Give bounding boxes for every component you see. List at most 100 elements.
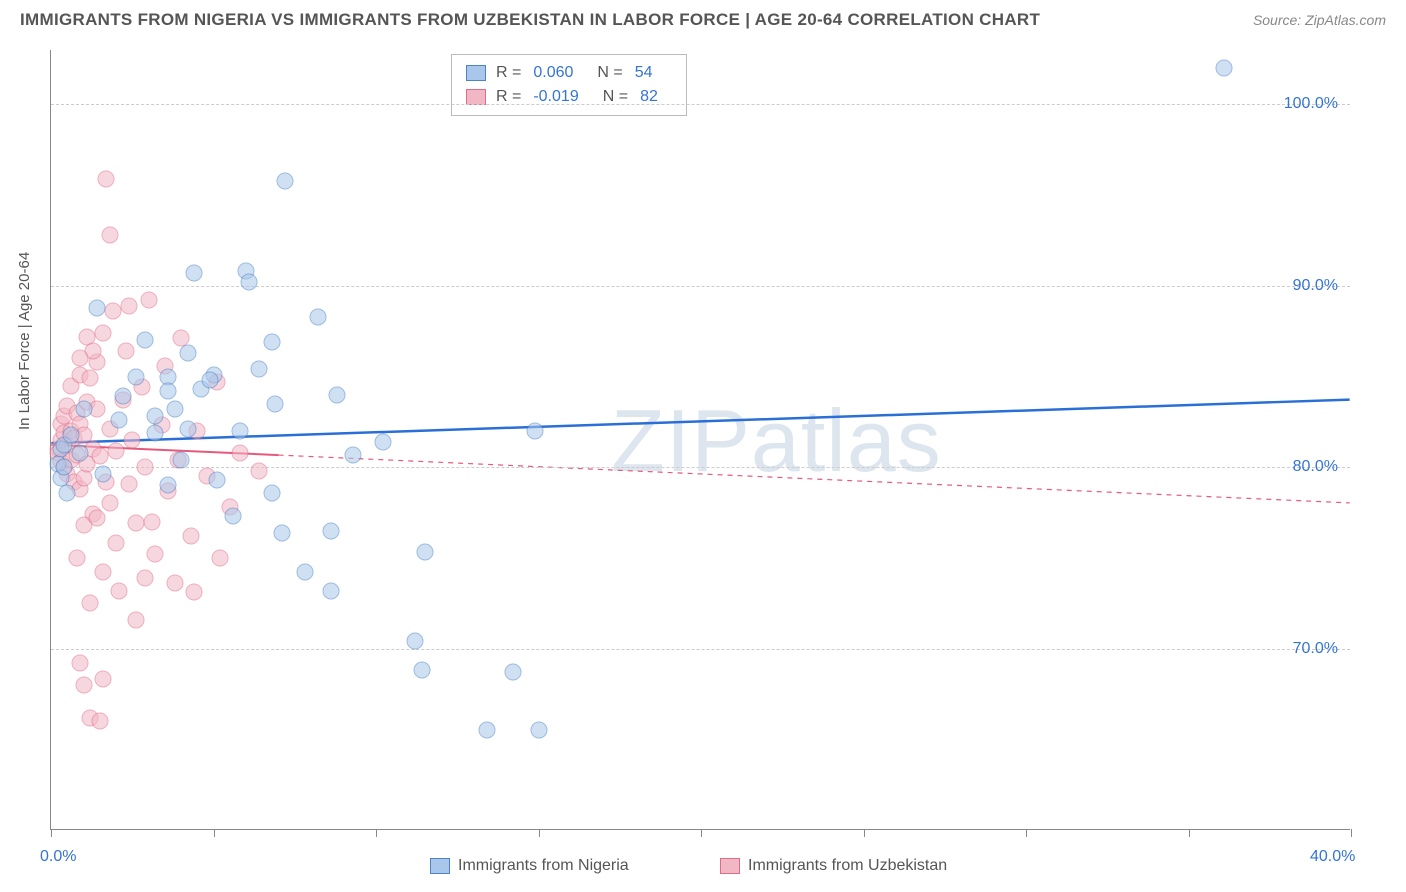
data-point bbox=[95, 466, 112, 483]
legend-item-uzbekistan: Immigrants from Uzbekistan bbox=[720, 857, 947, 875]
data-point bbox=[530, 722, 547, 739]
data-point bbox=[273, 524, 290, 541]
data-point bbox=[127, 515, 144, 532]
data-point bbox=[75, 470, 92, 487]
data-point bbox=[264, 484, 281, 501]
data-point bbox=[166, 401, 183, 418]
data-point bbox=[111, 582, 128, 599]
stats-legend: R =0.060N =54R =-0.019N =82 bbox=[451, 54, 687, 116]
data-point bbox=[72, 444, 89, 461]
data-point bbox=[101, 227, 118, 244]
data-point bbox=[56, 459, 73, 476]
data-point bbox=[186, 584, 203, 601]
data-point bbox=[72, 350, 89, 367]
x-tick-mark bbox=[1189, 829, 1190, 837]
stats-legend-row: R =0.060N =54 bbox=[466, 61, 672, 85]
data-point bbox=[504, 664, 521, 681]
data-point bbox=[82, 595, 99, 612]
chart-title: IMMIGRANTS FROM NIGERIA VS IMMIGRANTS FR… bbox=[20, 10, 1040, 30]
data-point bbox=[212, 549, 229, 566]
data-point bbox=[182, 528, 199, 545]
data-point bbox=[186, 265, 203, 282]
data-point bbox=[108, 442, 125, 459]
x-tick-mark bbox=[51, 829, 52, 837]
x-tick-mark bbox=[864, 829, 865, 837]
data-point bbox=[1216, 60, 1233, 77]
data-point bbox=[108, 535, 125, 552]
gridline bbox=[51, 649, 1350, 650]
data-point bbox=[121, 297, 138, 314]
x-tick-mark bbox=[1026, 829, 1027, 837]
x-axis-min-label: 0.0% bbox=[40, 848, 76, 866]
data-point bbox=[147, 408, 164, 425]
legend-swatch bbox=[430, 858, 450, 874]
data-point bbox=[264, 334, 281, 351]
data-point bbox=[75, 401, 92, 418]
data-point bbox=[91, 713, 108, 730]
legend-swatch bbox=[466, 89, 486, 105]
data-point bbox=[95, 564, 112, 581]
data-point bbox=[72, 655, 89, 672]
data-point bbox=[329, 386, 346, 403]
data-point bbox=[231, 444, 248, 461]
data-point bbox=[88, 510, 105, 527]
data-point bbox=[127, 368, 144, 385]
legend-swatch bbox=[466, 65, 486, 81]
data-point bbox=[202, 372, 219, 389]
data-point bbox=[251, 361, 268, 378]
y-axis-label: In Labor Force | Age 20-64 bbox=[16, 252, 33, 430]
data-point bbox=[147, 424, 164, 441]
data-point bbox=[111, 412, 128, 429]
data-point bbox=[137, 569, 154, 586]
data-point bbox=[95, 324, 112, 341]
x-tick-mark bbox=[214, 829, 215, 837]
data-point bbox=[127, 611, 144, 628]
data-point bbox=[166, 575, 183, 592]
plot-area: ZIPatlas R =0.060N =54R =-0.019N =82 70.… bbox=[50, 50, 1350, 830]
data-point bbox=[147, 546, 164, 563]
data-point bbox=[117, 343, 134, 360]
data-point bbox=[407, 633, 424, 650]
data-point bbox=[277, 172, 294, 189]
data-point bbox=[160, 383, 177, 400]
data-point bbox=[208, 471, 225, 488]
y-tick-label: 80.0% bbox=[1293, 458, 1338, 476]
data-point bbox=[59, 484, 76, 501]
x-tick-mark bbox=[539, 829, 540, 837]
data-point bbox=[69, 549, 86, 566]
data-point bbox=[179, 344, 196, 361]
data-point bbox=[322, 582, 339, 599]
data-point bbox=[104, 303, 121, 320]
data-point bbox=[137, 459, 154, 476]
data-point bbox=[88, 299, 105, 316]
x-axis-max-label: 40.0% bbox=[1310, 848, 1355, 866]
data-point bbox=[225, 508, 242, 525]
legend-label: Immigrants from Uzbekistan bbox=[748, 857, 947, 875]
x-tick-mark bbox=[376, 829, 377, 837]
data-point bbox=[160, 477, 177, 494]
data-point bbox=[296, 564, 313, 581]
data-point bbox=[95, 671, 112, 688]
data-point bbox=[121, 475, 138, 492]
y-tick-label: 70.0% bbox=[1293, 640, 1338, 658]
data-point bbox=[143, 513, 160, 530]
data-point bbox=[137, 332, 154, 349]
gridline bbox=[51, 104, 1350, 105]
data-point bbox=[322, 522, 339, 539]
trend-lines-layer bbox=[51, 50, 1350, 829]
legend-item-nigeria: Immigrants from Nigeria bbox=[430, 857, 629, 875]
data-point bbox=[413, 662, 430, 679]
data-point bbox=[309, 308, 326, 325]
legend-label: Immigrants from Nigeria bbox=[458, 857, 629, 875]
y-tick-label: 90.0% bbox=[1293, 277, 1338, 295]
data-point bbox=[91, 448, 108, 465]
data-point bbox=[267, 395, 284, 412]
data-point bbox=[374, 433, 391, 450]
data-point bbox=[478, 722, 495, 739]
data-point bbox=[527, 422, 544, 439]
x-tick-mark bbox=[701, 829, 702, 837]
data-point bbox=[98, 170, 115, 187]
data-point bbox=[114, 388, 131, 405]
data-point bbox=[416, 544, 433, 561]
y-tick-label: 100.0% bbox=[1284, 95, 1338, 113]
